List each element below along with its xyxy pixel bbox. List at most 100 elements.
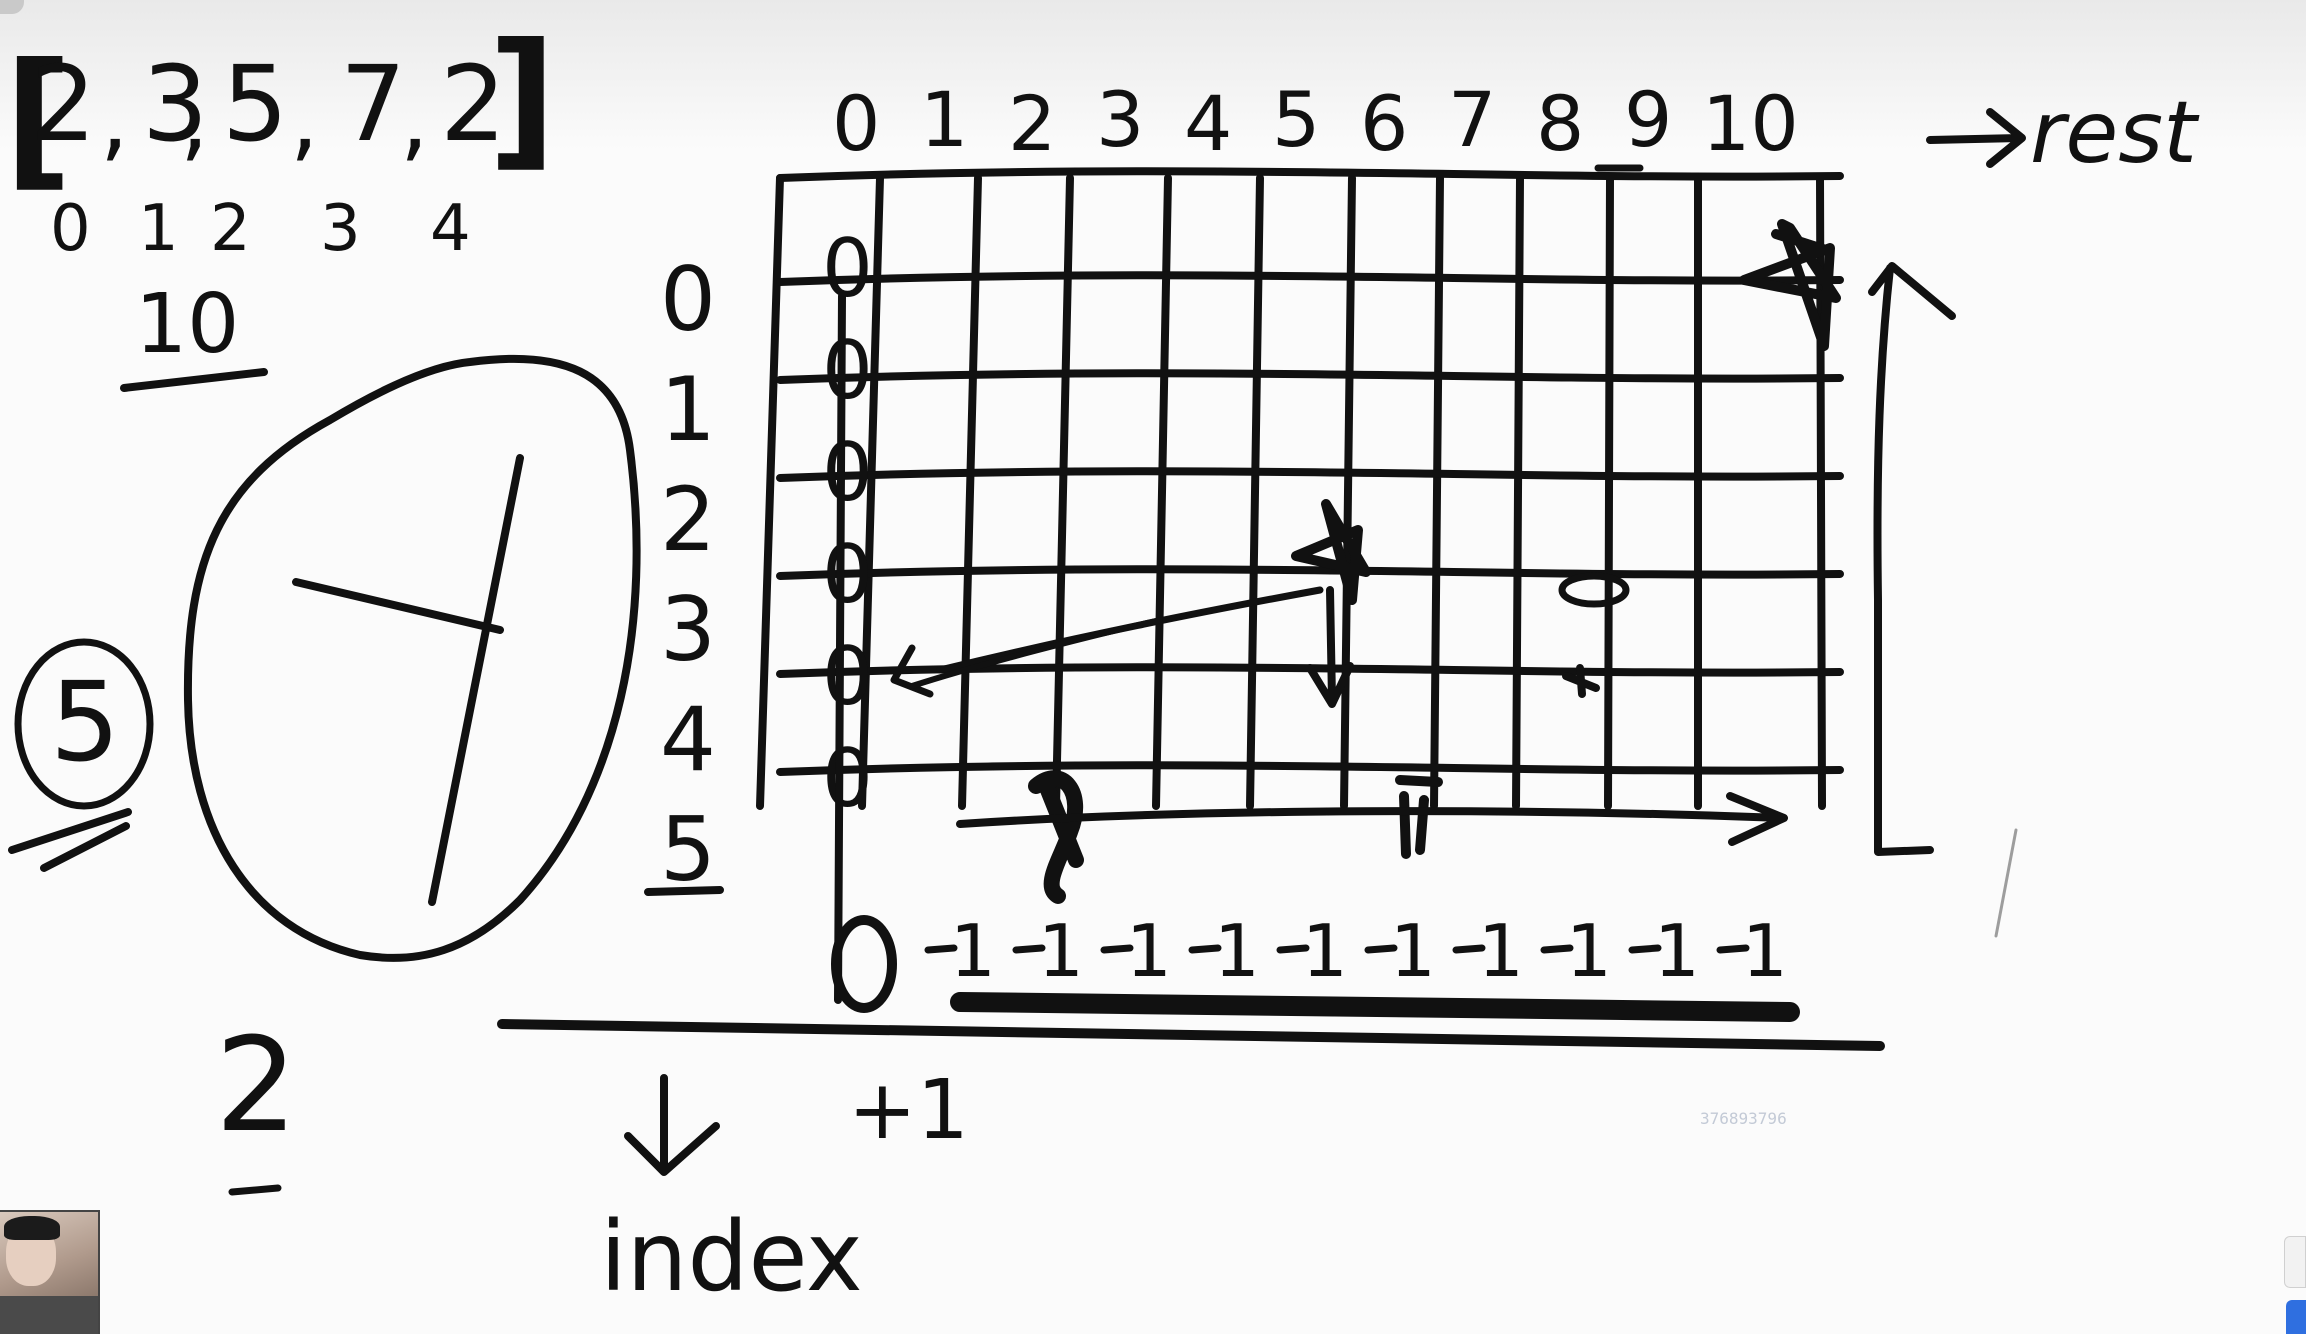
last-row-value: 1 [1566,909,1612,993]
side-number-strike [8,808,132,854]
rest-label: rest [2030,83,2200,183]
grid-vertical-line [1340,174,1356,810]
target-value: 10 [135,277,239,372]
index-arrow [624,1074,720,1176]
last-row-dash [1012,944,1046,954]
grid-horizontal-line [776,565,1844,580]
first-column-value: 0 [822,324,873,417]
baseline [497,1019,1885,1051]
grid-vertical-line [1246,174,1264,810]
cell-8-mark [1558,572,1630,608]
row4-arrow [956,792,1788,846]
row-header: 3 [660,578,716,681]
grid-vertical-line [1604,174,1614,810]
first-column-stroke [834,292,846,1004]
bottom-number-group: 2 [215,1009,298,1196]
side-number-circle [14,638,154,810]
array-comma: , [290,67,319,172]
side-number: 5 [50,658,120,786]
row5-circle [831,915,897,1013]
column-header: 10 [1702,79,1799,168]
last-row-value: 1 [1214,909,1260,993]
last-row-dash [1364,944,1398,954]
back-arrow-second [909,617,1163,689]
array-index: 0 [50,192,91,266]
grid-horizontal-line [776,467,1844,482]
first-column-value: 0 [822,630,873,723]
column-headers: 0 1 2 3 4 5 6 7 8 9 10 [832,75,1799,168]
array-index: 3 [320,192,361,266]
grid-lines [756,167,1844,810]
row-header: 4 [660,688,716,791]
array-index: 1 [138,192,179,266]
last-row-value: 1 [1038,909,1084,993]
side-toolbar-tab[interactable] [2284,1236,2306,1288]
stray-stroke [1994,828,2018,938]
last-row-value: 1 [950,909,996,993]
last-row-value: 1 [1302,909,1348,993]
array-comma: , [100,67,129,172]
last-row-dash [1716,944,1750,954]
circle-horizontal-stroke [292,578,504,634]
grid-vertical-line [1152,174,1172,810]
side-number-strike [40,822,130,872]
circle-vertical-stroke [428,454,524,906]
grid-vertical-line [1430,174,1444,810]
side-toolbar-tab-active[interactable] [2286,1300,2306,1334]
first-column-value: 0 [822,732,873,825]
column-header: 9 [1624,75,1672,164]
star-mark-top [1739,219,1841,351]
array-comma: , [180,67,209,172]
row-header: 2 [660,468,716,571]
grid-vertical-line [1052,174,1074,810]
last-row-value: 1 [1742,909,1788,993]
scribble-row4 [1028,770,1084,904]
watermark: 376893796 [1700,1109,1787,1128]
star-down-arrow [1306,586,1354,708]
column-header: 4 [1184,79,1232,168]
window-corner [0,0,24,14]
array-comma: , [400,67,429,172]
plus-one-label: +1 [848,1063,969,1158]
baseline-bold [950,992,1800,1022]
column-header: 5 [1272,75,1320,164]
array-value: 3 [142,43,208,165]
last-row-dash [1628,944,1662,954]
column-header: 0 [832,79,880,168]
array-value: 5 [222,43,288,165]
grid-vertical-line [958,174,982,810]
array-index: 4 [430,192,471,266]
grid-horizontal-line [776,271,1844,286]
row-header: 0 [660,248,716,351]
last-row-value: 1 [1478,909,1524,993]
top-shadow [0,0,2306,150]
last-row-value: 1 [1126,909,1172,993]
circle-sketch [183,354,641,962]
array-open-bracket: [ [4,32,73,206]
row-header-underline [644,886,724,896]
column-header: 2 [1008,79,1056,168]
array-values: 2 3 5 7 2,,,, [30,43,506,172]
webcam-shirt [0,1296,98,1334]
rest-arrow [1926,108,2026,168]
array-value: 2 [440,43,506,165]
first-column-value: 0 [822,426,873,519]
cell-8-cross [1562,664,1600,698]
grid-horizontal-line [776,369,1844,384]
last-row-value: 1 [1390,909,1436,993]
index-label: index [600,1201,863,1313]
array-value: 7 [340,43,406,165]
star-mark-middle [1291,499,1371,605]
column-header: 8 [1536,79,1584,168]
bottom-number: 2 [215,1009,298,1161]
column-header: 3 [1096,75,1144,164]
array-value: 2 [30,43,96,165]
webcam-hair [4,1216,60,1240]
row-header: 1 [660,358,716,461]
